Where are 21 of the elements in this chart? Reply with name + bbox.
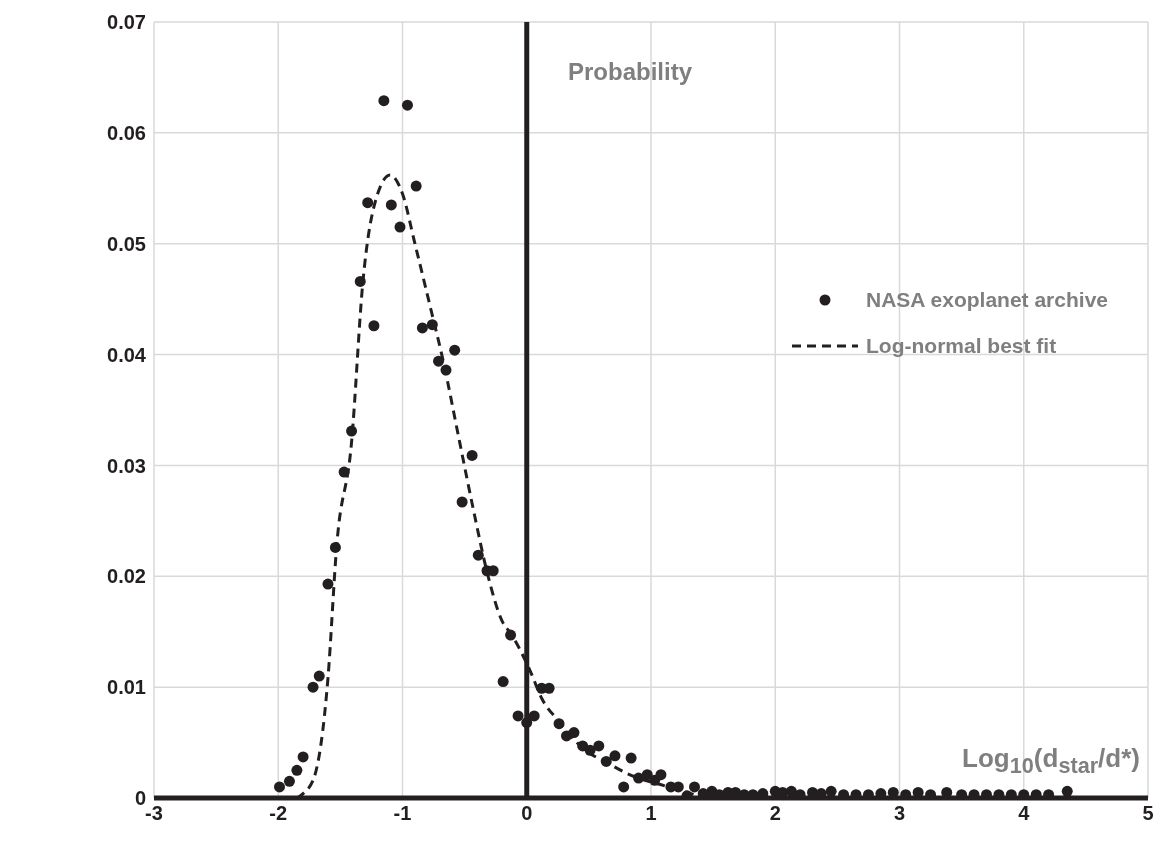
y-tick-label: 0.06 <box>107 121 146 144</box>
legend-label: Log-normal best fit <box>866 334 1057 358</box>
x-tick-label: 3 <box>893 802 906 825</box>
x-tick-label: 2 <box>769 802 781 825</box>
y-tick-label: 0 <box>134 787 146 810</box>
legend-label: NASA exoplanet archive <box>866 288 1108 312</box>
x-tick-label: 1 <box>645 802 657 825</box>
y-tick-label: 0.07 <box>107 11 146 34</box>
y-tick-label: 0.03 <box>107 454 146 477</box>
y-tick-label: 0.02 <box>107 565 146 588</box>
annotation: Log$_{10}$(d$_{star}$/d*) <box>962 743 1140 780</box>
y-tick-label: 0.05 <box>107 232 146 255</box>
x-tick-label: -3 <box>145 802 163 825</box>
y-axis-title: Probability <box>568 58 693 86</box>
y-tick-label: 0.01 <box>107 676 146 699</box>
x-tick-label: -2 <box>269 802 288 825</box>
y-tick-label: 0.04 <box>107 343 147 366</box>
x-tick-label: 4 <box>1018 802 1031 825</box>
x-tick-label: 0 <box>521 802 533 825</box>
x-tick-label: 5 <box>1142 802 1154 825</box>
x-tick-label: -1 <box>393 802 412 825</box>
